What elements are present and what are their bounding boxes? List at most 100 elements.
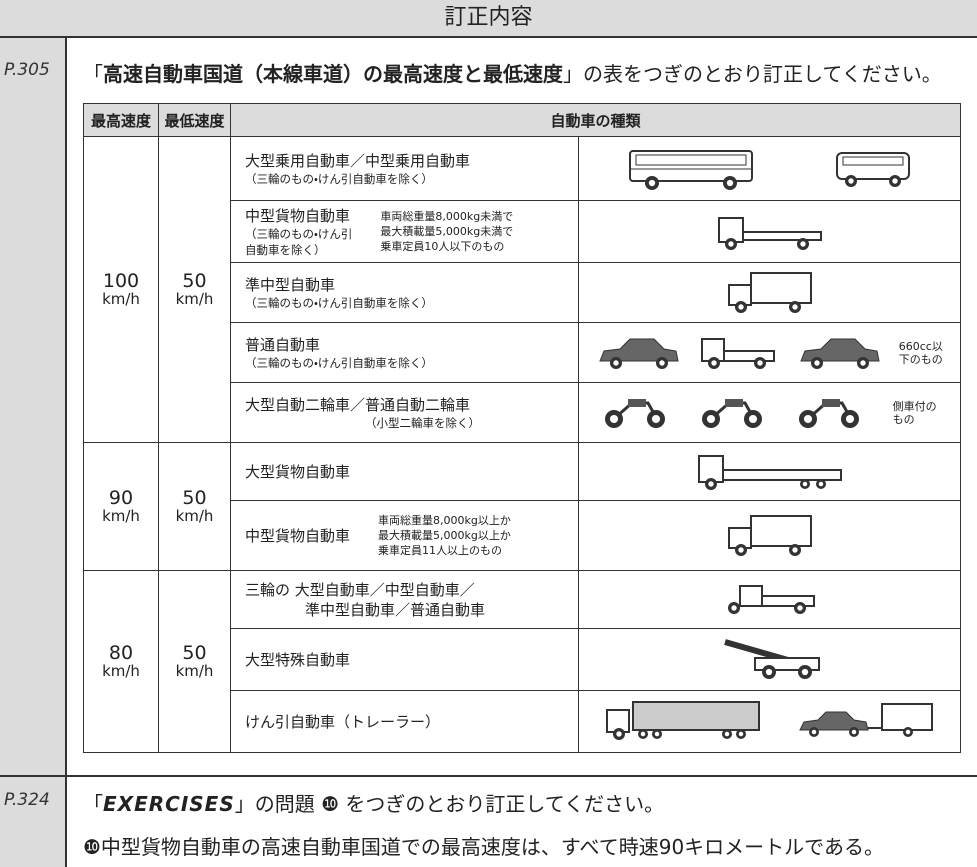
icon-shape (791, 303, 798, 310)
vehicle-icon (701, 337, 776, 369)
icon-shape (791, 546, 798, 553)
intro-text: 」の表をつぎのとおり訂正してください。 (563, 62, 942, 86)
table-row: 80 km/h 50 km/h 三輪の 大型自動車／中型自動車／ 準中型自動車／普通自動車 (83, 570, 962, 753)
table-row: 100 km/h 50 km/h 大型乗用自動車／中型乗用自動車 （三輪のもの・けん引自動… (83, 136, 962, 443)
table-row: けん引自動車（トレーラー） (84, 690, 962, 753)
icons (579, 514, 960, 558)
icon-shape (798, 711, 869, 730)
icon-shape (707, 480, 714, 487)
icons (579, 578, 960, 622)
name-cell: 大型貨物自動車 (230, 442, 579, 501)
condition: 車両総重量8,000kg以上か (378, 514, 511, 527)
speed-table: 最高速度 最低速度 自動車の種類 100 km/h 50 km/h 大型乗用自動車／中型乗用自… (83, 103, 962, 753)
icons (579, 638, 960, 682)
vehicle-name: 準中型自動車 (245, 275, 336, 294)
name-cell: 大型特殊自動車 (230, 628, 579, 691)
vehicle-icon (727, 271, 812, 313)
vehicle-icon (723, 638, 820, 679)
header-row: 最高速度 最低速度 自動車の種類 (83, 103, 962, 137)
icon-cell (577, 690, 962, 753)
name-block: 普通自動車 （三輪のもの・けん引自動車を除く） (245, 335, 578, 371)
name-cell: 中型貨物自動車 車両総重量8,000kg以上か 最大積載量5,000kg以上か 乗車定… (230, 500, 579, 571)
icon-label: 側車付の もの (893, 400, 937, 426)
name-cell: けん引自動車（トレーラー） (230, 690, 579, 753)
speed-value: 50 (182, 269, 207, 292)
speed-cell: 100 km/h (83, 136, 159, 443)
name-block: 大型特殊自動車 (245, 650, 578, 670)
page-ref: P.324 (4, 790, 50, 810)
name-block: 大型乗用自動車／中型乗用自動車 （三輪のもの・けん引自動車を除く） (245, 151, 578, 187)
name-block: 三輪の 大型自動車／中型自動車／ 準中型自動車／普通自動車 (245, 580, 578, 620)
icon-cell (577, 136, 962, 201)
speed-value: 80 (108, 641, 134, 664)
icons (579, 210, 960, 254)
name-text: 大型貨物自動車 (245, 462, 350, 482)
vehicle-icon (599, 338, 679, 369)
vehicle-icon (799, 338, 880, 369)
name-cell: 大型自動二輪車／普通自動二輪車 （小型二輪車を除く） (230, 382, 579, 443)
icon-shape (765, 668, 772, 675)
vehicle-name: 普通自動車 (245, 335, 321, 354)
icons: 側車付の もの (579, 391, 960, 435)
intro-bold: 高速自動車国道（本線車道）の最高速度と最低速度 (103, 62, 563, 86)
icon-shape (842, 156, 904, 165)
icon-shape (725, 731, 730, 736)
icon-shape (802, 481, 807, 486)
name-text: 三輪の 大型自動車／中型自動車／ 準中型自動車／普通自動車 (245, 580, 485, 620)
page-ref: P.305 (4, 60, 50, 80)
speed-unit: km/h (175, 506, 214, 525)
name-block: 大型貨物自動車 (245, 462, 578, 482)
name-cell: 三輪の 大型自動車／中型自動車／ 準中型自動車／普通自動車 (230, 570, 579, 629)
icon-shape (610, 414, 619, 423)
name-block: 準中型自動車 （三輪のもの・けん引自動車を除く） (245, 275, 578, 311)
icon-shape (757, 359, 764, 366)
icon-shape (648, 179, 655, 186)
icon-label: 660cc以 下のもの (899, 340, 943, 366)
vehicle-name: 中型貨物自動車 (245, 206, 351, 225)
icon-shape (641, 731, 646, 736)
name-text: 大型自動二輪車／普通自動二輪車 （小型二輪車を除く） (245, 395, 480, 431)
icon-shape (652, 414, 661, 423)
correction-line: 「EXERCISES」の問題 ❿ をつぎのとおり訂正してください。 (83, 788, 664, 817)
label-line: 側車付の (892, 399, 937, 413)
icon-shape (655, 731, 660, 736)
icon-shape (811, 729, 816, 734)
label-line: 下のもの (898, 352, 943, 366)
header-title: 訂正内容 (0, 0, 977, 38)
name-block: 中型貨物自動車 （三輪のもの・けん引 自動車を除く） 車両総重量8,000kg未満で最… (245, 206, 578, 258)
condition: 最大積載量5,000kg以上か (378, 529, 511, 542)
vehicle-name: 準中型自動車／普通自動車 (305, 600, 486, 619)
speed-cell: 80 km/h (83, 570, 159, 753)
icon-cell (577, 262, 962, 323)
name-cell: 大型乗用自動車／中型乗用自動車 （三輪のもの・けん引自動車を除く） (230, 136, 579, 201)
vehicle-name: けん引自動車（トレーラー） (245, 712, 441, 731)
vehicle-name: 大型貨物自動車 (245, 462, 351, 481)
table-row: 大型自動二輪車／普通自動二輪車 （小型二輪車を除く） 側車付の もの (84, 382, 962, 443)
speed-value: 90 (108, 486, 134, 509)
icon-cell (577, 442, 962, 501)
name-block: けん引自動車（トレーラー） (245, 712, 578, 732)
vehicle-name: 大型自動二輪車／普通自動二輪車 (245, 395, 471, 414)
name-cell: 準中型自動車 （三輪のもの・けん引自動車を除く） (230, 262, 579, 323)
icon-shape (845, 414, 854, 423)
icon-shape (711, 359, 718, 366)
icon-shape (818, 481, 823, 486)
conditions: 車両総重量8,000kg以上か 最大積載量5,000kg以上か 乗車定員11人以上の… (378, 513, 511, 558)
vehicle-icon (727, 584, 815, 614)
separator (0, 775, 977, 777)
icon-cell (577, 200, 962, 263)
icon-shape (749, 271, 812, 304)
speed-value: 50 (182, 486, 207, 509)
text: 」の問題 ❿ をつぎのとおり訂正してください。 (234, 792, 665, 816)
intro-text: 「 (83, 62, 103, 86)
label-line: 660cc以 (898, 339, 943, 353)
vehicle-note: （三輪のもの・けん引 (245, 226, 353, 241)
name-text: 中型貨物自動車 (245, 526, 350, 546)
column-header: 自動車の種類 (229, 103, 962, 137)
table-row: 90 km/h 50 km/h 大型貨物自動車 (83, 442, 962, 571)
vehicle-icon (798, 398, 859, 428)
vehicle-icon (697, 454, 842, 490)
name-text: 大型乗用自動車／中型乗用自動車 （三輪のもの・けん引自動車を除く） (245, 151, 470, 187)
vehicle-icon (605, 398, 666, 428)
name-text: 中型貨物自動車 （三輪のもの・けん引 自動車を除く） (245, 206, 352, 258)
